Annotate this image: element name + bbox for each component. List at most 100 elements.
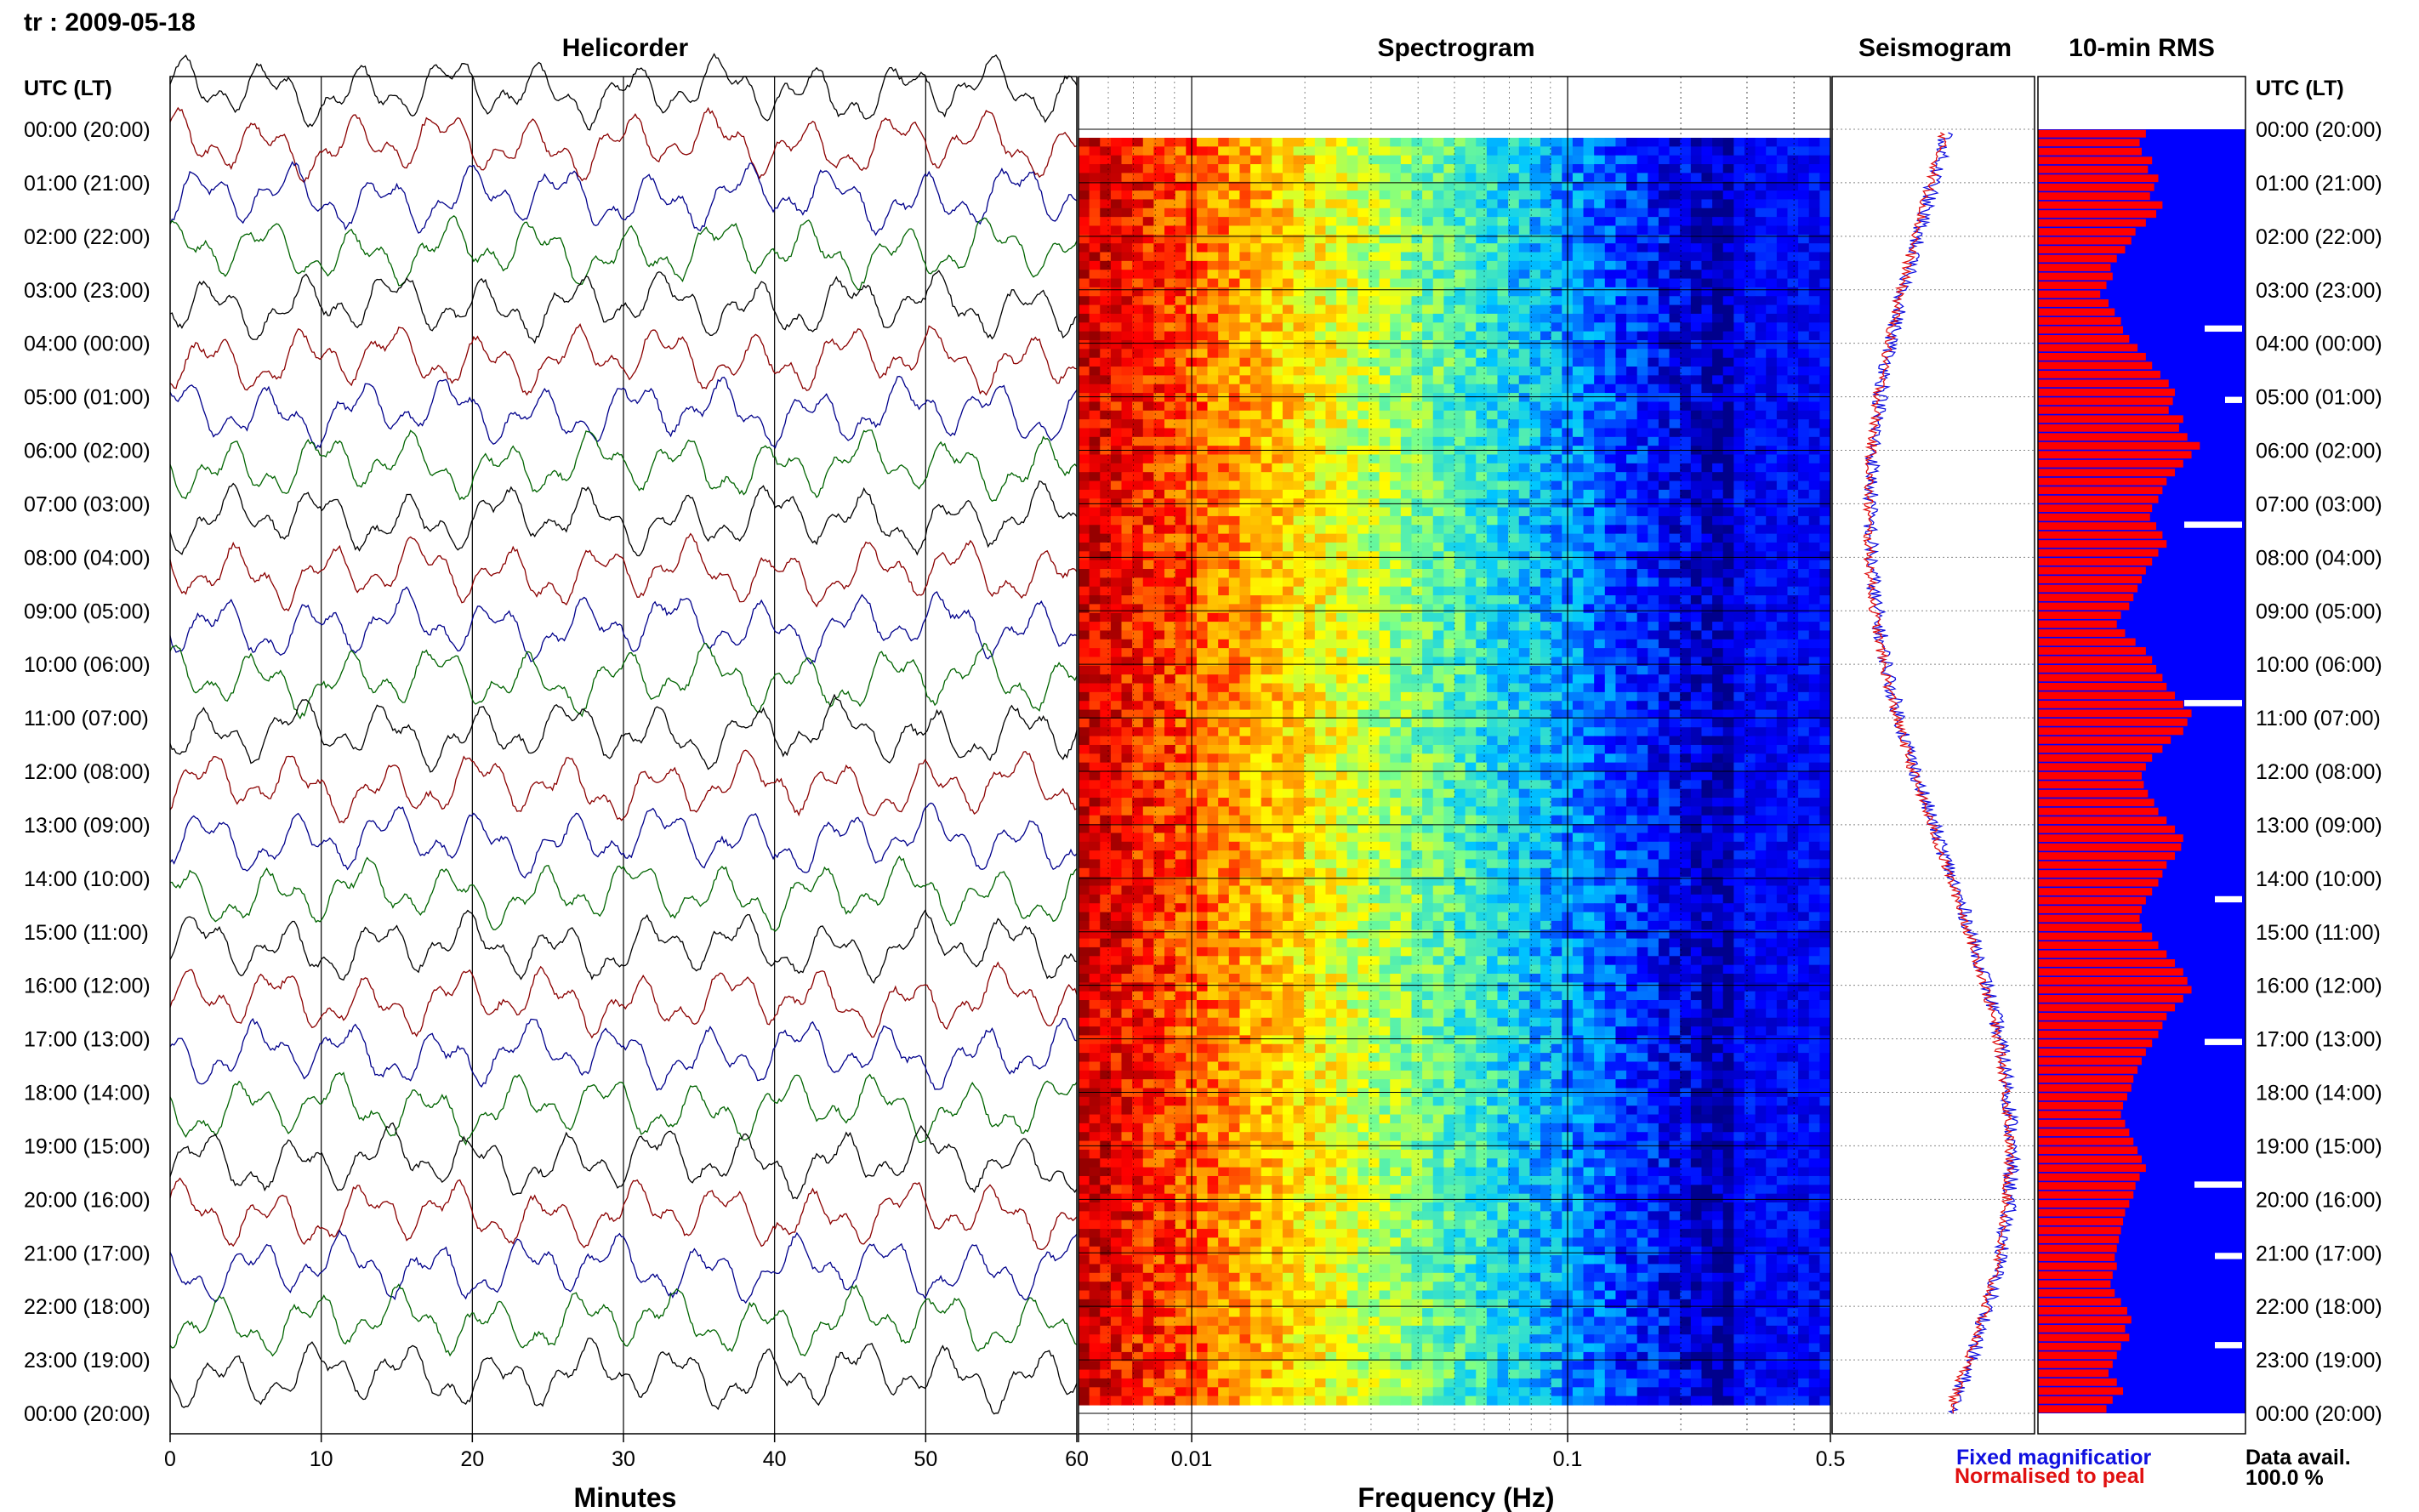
spectrogram-cell [1272, 463, 1283, 473]
spectrogram-cell [1755, 190, 1767, 201]
spectrogram-cell [1132, 322, 1144, 333]
spectrogram-cell [1164, 463, 1176, 473]
spectrogram-cell [1465, 367, 1477, 376]
spectrogram-cell [1819, 691, 1831, 702]
spectrogram-cell [1100, 234, 1112, 244]
spectrogram-cell [1454, 630, 1466, 640]
spectrogram-cell [1626, 296, 1638, 306]
spectrogram-cell [1819, 207, 1831, 218]
spectrogram-cell [1604, 736, 1617, 746]
spectrogram-cell [1304, 709, 1316, 719]
spectrogram-cell [1604, 691, 1617, 702]
spectrogram-cell [1540, 630, 1552, 640]
spectrogram-cell [1476, 665, 1488, 675]
spectrogram-cell [1293, 287, 1305, 297]
spectrogram-cell [1346, 525, 1358, 535]
spectrogram-cell [1518, 515, 1530, 526]
spectrogram-cell [1282, 331, 1295, 341]
spectrogram-cell [1551, 243, 1562, 253]
spectrogram-cell [1551, 164, 1562, 173]
spectrogram-cell [1636, 339, 1648, 350]
spectrogram-cell [1497, 234, 1509, 244]
spectrogram-cell [1411, 331, 1423, 341]
spectrogram-cell [1272, 260, 1283, 270]
spectrogram-cell [1551, 463, 1562, 473]
spectrogram-cell [1733, 331, 1745, 341]
spectrogram-cell [1615, 665, 1627, 675]
spectrogram-cell [1701, 393, 1713, 403]
spectrogram-cell [1379, 164, 1391, 173]
spectrogram-cell [1572, 225, 1585, 236]
spectrogram-cell [1207, 278, 1219, 288]
spectrogram-cell [1272, 622, 1283, 632]
spectrogram-cell [1110, 207, 1123, 218]
spectrogram-cell [1261, 560, 1272, 570]
spectrogram-cell [1132, 419, 1144, 429]
spectrogram-cell [1175, 463, 1187, 473]
spectrogram-cell [1787, 480, 1799, 491]
spectrogram-cell [1465, 349, 1477, 359]
spectrogram-cell [1357, 542, 1369, 552]
spectrogram-cell [1648, 622, 1659, 632]
spectrogram-cell [1508, 173, 1520, 183]
spectrogram-cell [1669, 630, 1681, 640]
spectrogram-cell [1336, 138, 1348, 147]
spectrogram-cell [1518, 533, 1530, 543]
spectrogram-cell [1336, 630, 1348, 640]
spectrogram-cell [1218, 164, 1230, 173]
spectrogram-cell [1722, 207, 1734, 218]
spectrogram-cell [1196, 181, 1209, 191]
spectrogram-cell [1121, 718, 1133, 728]
spectrogram-cell [1648, 586, 1659, 596]
spectrogram-cell [1132, 384, 1144, 394]
spectrogram-cell [1497, 331, 1509, 341]
hour-label-right: 16:00 (12:00) [2256, 975, 2382, 998]
spectrogram-cell [1400, 736, 1413, 746]
spectrogram-cell [1819, 498, 1831, 509]
spectrogram-cell [1079, 691, 1090, 702]
spectrogram-cell [1079, 463, 1090, 473]
spectrogram-cell [1153, 472, 1165, 482]
spectrogram-cell [1733, 533, 1745, 543]
spectrogram-cell [1712, 709, 1724, 719]
spectrogram-cell [1100, 701, 1112, 711]
spectrogram-cell [1089, 542, 1101, 552]
spectrogram-cell [1529, 586, 1541, 596]
spectrogram-cell [1228, 270, 1241, 280]
spectrogram-cell [1626, 630, 1638, 640]
spectrogram-cell [1572, 683, 1585, 693]
spectrogram-cell [1497, 401, 1509, 412]
spectrogram-cell [1100, 331, 1112, 341]
spectrogram-cell [1766, 648, 1778, 658]
spectrogram-cell [1540, 428, 1552, 438]
spectrogram-cell [1808, 138, 1820, 147]
spectrogram-cell [1336, 489, 1348, 499]
spectrogram-cell [1390, 701, 1402, 711]
spectrogram-cell [1390, 622, 1402, 632]
spectrogram-cell [1443, 586, 1455, 596]
spectrogram-cell [1701, 375, 1713, 385]
spectrogram-cell [1658, 436, 1671, 446]
spectrogram-cell [1594, 525, 1606, 535]
spectrogram-cell [1540, 612, 1552, 622]
spectrogram-cell [1089, 322, 1101, 333]
spectrogram-cell [1658, 296, 1671, 306]
spectrogram-cell [1508, 419, 1520, 429]
spectrogram-cell [1089, 463, 1101, 473]
spectrogram-cell [1175, 313, 1187, 323]
spectrogram-cell [1432, 260, 1444, 270]
spectrogram-cell [1497, 674, 1509, 685]
spectrogram-cell [1443, 542, 1455, 552]
spectrogram-cell [1669, 234, 1681, 244]
spectrogram-cell [1314, 217, 1327, 227]
spectrogram-cell [1465, 252, 1477, 262]
spectrogram-cell [1153, 736, 1165, 746]
spectrogram-cell [1110, 146, 1123, 156]
spectrogram-cell [1207, 674, 1219, 685]
spectrogram-cell [1228, 691, 1241, 702]
spectrogram-cell [1379, 181, 1391, 191]
spectrogram-cell [1422, 612, 1434, 622]
spectrogram-cell [1089, 260, 1101, 270]
spectrogram-cell [1680, 375, 1692, 385]
spectrogram-cell [1239, 278, 1251, 288]
